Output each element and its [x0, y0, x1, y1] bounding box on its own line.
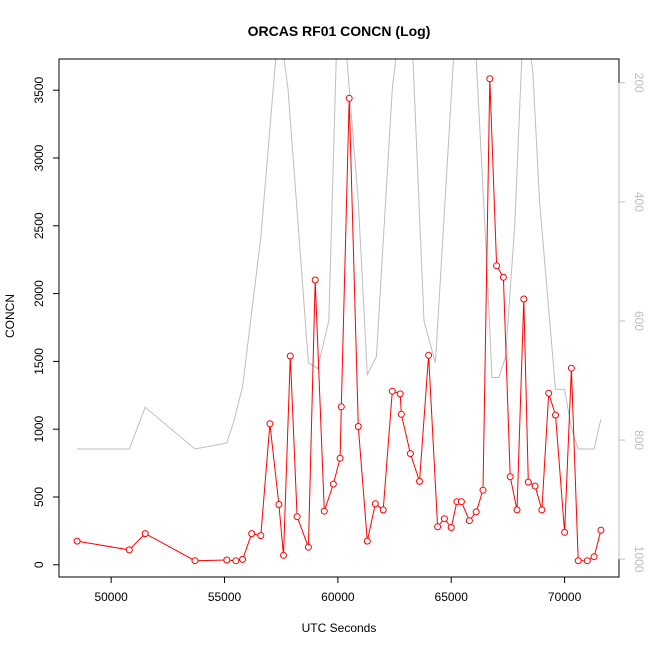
x-axis-label: UTC Seconds: [302, 621, 377, 635]
x-tick-label: 65000: [435, 590, 469, 604]
data-point: [506, 473, 514, 481]
y2-axis: 200 400 600 800 1000: [618, 73, 646, 573]
y-tick-label: 500: [32, 487, 46, 507]
primary-series-layer: [73, 75, 605, 565]
data-point: [520, 295, 528, 303]
x-tick-label: 70000: [548, 590, 582, 604]
data-point: [73, 537, 81, 545]
data-point: [293, 513, 301, 521]
data-point: [397, 410, 405, 418]
data-point: [336, 454, 344, 462]
secondary-series-layer: [77, 59, 602, 450]
data-point: [345, 94, 353, 102]
data-point: [583, 557, 591, 565]
y-tick-label: 1500: [32, 348, 46, 375]
y-tick-label: 3000: [32, 144, 46, 171]
data-point: [320, 507, 328, 515]
data-point: [574, 557, 582, 565]
data-point: [388, 387, 396, 395]
data-point: [223, 556, 231, 564]
y-tick-label: 2000: [32, 280, 46, 307]
data-point: [524, 478, 532, 486]
data-point: [239, 555, 247, 563]
data-point: [329, 480, 337, 488]
x-tick-label: 60000: [321, 590, 355, 604]
y2-tick-label: 200: [632, 73, 646, 93]
data-point: [248, 530, 256, 538]
data-point: [457, 498, 465, 506]
data-point: [232, 557, 240, 565]
data-point: [125, 546, 133, 554]
data-point: [363, 537, 371, 545]
data-point: [552, 411, 559, 419]
y-tick-label: 0: [32, 561, 46, 568]
x-axis: 50000 55000 60000 65000 70000: [94, 576, 582, 604]
data-point: [561, 528, 569, 536]
y-tick-label: 2500: [32, 212, 46, 239]
data-point: [304, 543, 312, 551]
data-point: [545, 389, 553, 397]
data-point: [447, 524, 455, 531]
data-point: [141, 530, 149, 538]
y-tick-label: 3500: [32, 77, 46, 104]
y2-tick-label: 400: [632, 192, 646, 212]
data-point: [493, 262, 501, 270]
data-point: [275, 501, 283, 508]
data-point: [396, 390, 404, 398]
data-point: [440, 515, 448, 523]
data-point: [531, 482, 539, 490]
y-axis: 0 500 1000 1500 2000 2500 3000 3500: [32, 77, 60, 568]
data-point: [379, 506, 387, 514]
x-tick-label: 55000: [208, 590, 242, 604]
data-point: [486, 75, 494, 83]
y2-tick-label: 1000: [632, 546, 646, 573]
data-point: [286, 352, 294, 360]
y-axis-label: CONCN: [3, 294, 17, 338]
y2-tick-label: 600: [632, 311, 646, 331]
data-point: [191, 557, 199, 565]
data-point: [337, 403, 345, 411]
primary-series-line: [77, 78, 602, 562]
data-point: [434, 523, 442, 531]
data-point: [513, 506, 521, 514]
data-point: [425, 351, 433, 359]
chart-title: ORCAS RF01 CONCN (Log): [248, 23, 431, 39]
data-point: [354, 423, 362, 430]
data-point: [465, 517, 473, 525]
x-tick-label: 50000: [94, 590, 128, 604]
data-point: [590, 553, 598, 561]
data-point: [597, 526, 605, 534]
data-point: [371, 500, 379, 508]
data-point: [416, 477, 423, 485]
data-point: [266, 420, 274, 428]
data-point: [472, 508, 480, 516]
data-point: [280, 551, 287, 559]
y2-tick-label: 800: [632, 430, 646, 450]
data-point: [499, 273, 507, 281]
plot-frame: [58, 58, 620, 578]
data-point: [257, 532, 265, 540]
secondary-series-line: [77, 59, 602, 450]
data-point: [479, 486, 487, 494]
data-point: [538, 506, 546, 514]
data-point: [311, 276, 319, 284]
data-point: [567, 364, 575, 372]
y-tick-label: 1000: [32, 416, 46, 443]
data-point: [406, 450, 414, 458]
